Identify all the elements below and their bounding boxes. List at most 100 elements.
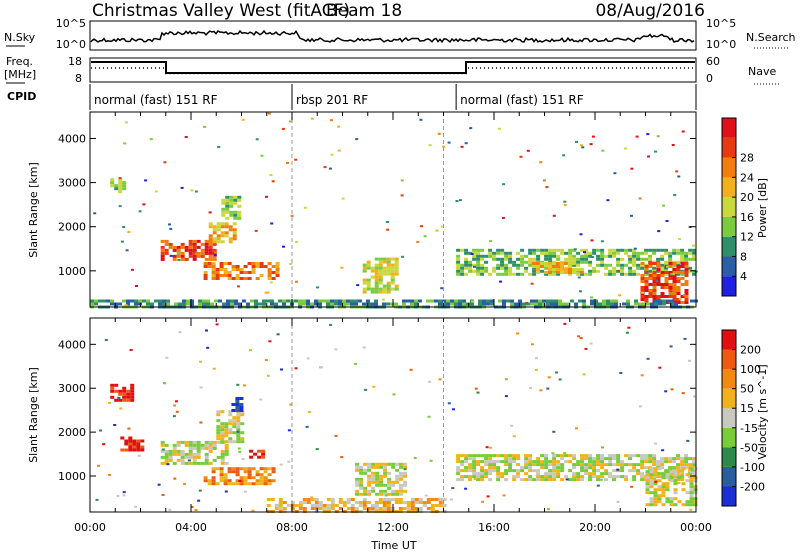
data-cell <box>612 454 617 458</box>
data-cell <box>584 457 589 461</box>
data-cell <box>516 475 521 479</box>
data-cell <box>516 454 521 458</box>
data-cell <box>656 295 661 298</box>
data-cell <box>588 475 593 479</box>
data-cell <box>676 248 681 252</box>
data-cell <box>640 274 645 277</box>
data-cell <box>403 474 408 478</box>
data-cell <box>484 469 489 473</box>
data-cell <box>236 383 240 386</box>
data-cell <box>472 475 477 479</box>
data-cell <box>476 263 481 267</box>
data-cell <box>254 302 258 306</box>
data-cell <box>130 395 135 399</box>
data-cell <box>176 254 181 258</box>
data-cell <box>588 460 593 464</box>
data-cell <box>414 299 418 303</box>
data-cell <box>188 452 193 456</box>
data-cell <box>276 333 280 336</box>
data-cell <box>371 474 376 478</box>
data-cell <box>263 265 268 268</box>
data-cell <box>158 302 162 306</box>
data-cell <box>216 428 221 432</box>
data-cell <box>640 457 645 461</box>
data-cell <box>556 257 561 261</box>
data-cell <box>692 469 697 473</box>
data-cell <box>672 251 677 255</box>
data-cell <box>464 263 469 267</box>
data-cell <box>233 198 238 202</box>
data-cell <box>220 231 225 235</box>
data-cell <box>644 289 649 292</box>
data-cell <box>668 295 673 298</box>
data-cell <box>398 498 403 501</box>
data-cell <box>129 349 133 351</box>
data-cell <box>616 463 621 467</box>
data-cell <box>211 482 216 486</box>
data-cell <box>544 466 549 470</box>
data-cell <box>208 248 213 252</box>
data-cell <box>500 454 505 458</box>
data-cell <box>660 248 665 252</box>
data-cell <box>366 287 371 291</box>
data-cell <box>247 467 252 471</box>
data-cell <box>672 466 677 470</box>
data-cell <box>268 340 272 343</box>
data-cell <box>271 479 276 483</box>
data-cell <box>267 277 272 280</box>
data-cell <box>192 458 197 462</box>
data-cell <box>350 498 355 501</box>
data-cell <box>249 455 254 459</box>
data-cell <box>576 478 581 482</box>
data-cell <box>196 254 201 258</box>
data-cell <box>532 463 537 467</box>
data-cell <box>282 501 287 504</box>
data-cell <box>224 234 229 238</box>
data-cell <box>382 257 387 261</box>
data-cell <box>580 260 585 264</box>
data-cell <box>406 501 411 504</box>
power-ylabel: Slant Range [km] <box>27 162 40 258</box>
data-cell <box>520 257 525 261</box>
data-cell <box>649 500 654 504</box>
data-cell <box>267 262 272 265</box>
data-cell <box>624 147 627 150</box>
data-cell <box>672 268 677 271</box>
data-cell <box>378 266 383 270</box>
data-cell <box>576 475 581 479</box>
data-cell <box>673 194 677 197</box>
data-cell <box>689 470 694 474</box>
data-cell <box>399 477 404 481</box>
colorbar-tick-label: 8 <box>740 250 747 263</box>
data-cell <box>680 295 685 298</box>
data-cell <box>488 478 493 482</box>
data-cell <box>290 501 295 504</box>
data-cell <box>340 456 344 459</box>
data-cell <box>536 460 541 464</box>
data-cell <box>315 448 319 451</box>
data-cell <box>374 257 379 261</box>
data-cell <box>200 242 205 246</box>
data-cell <box>684 251 689 255</box>
data-cell <box>551 268 556 271</box>
data-cell <box>592 472 597 476</box>
data-cell <box>235 268 240 271</box>
data-cell <box>259 479 264 483</box>
data-cell <box>612 478 617 482</box>
data-cell <box>693 395 697 398</box>
data-cell <box>330 504 335 507</box>
data-cell <box>298 302 302 306</box>
data-cell <box>489 240 493 243</box>
data-cell <box>504 266 509 270</box>
data-cell <box>490 302 494 306</box>
data-cell <box>552 272 557 276</box>
data-cell <box>564 454 569 458</box>
data-cell <box>235 397 240 400</box>
data-cell <box>371 465 376 469</box>
data-cell <box>278 498 283 501</box>
data-cell <box>295 280 298 283</box>
data-cell <box>548 257 553 261</box>
data-cell <box>628 469 633 473</box>
data-cell <box>449 498 453 501</box>
data-cell <box>571 262 576 265</box>
